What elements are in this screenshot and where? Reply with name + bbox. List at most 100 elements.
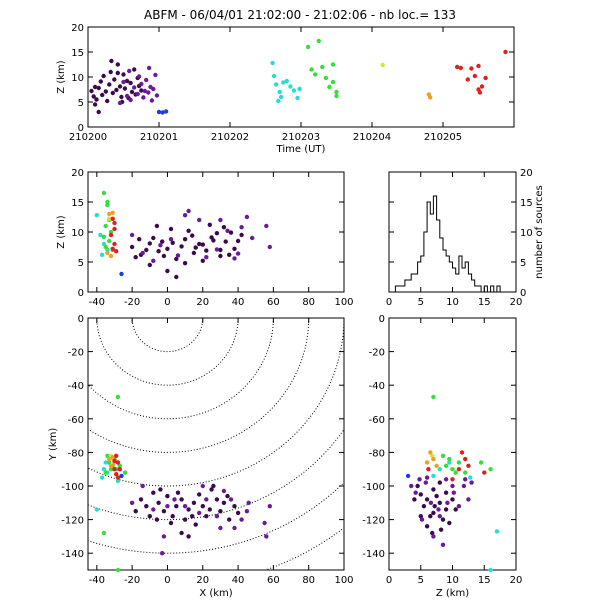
- source-point: [129, 232, 135, 238]
- y-tick-label: 0: [78, 314, 84, 325]
- source-point: [430, 453, 435, 458]
- y-tick-label: 5: [78, 98, 84, 109]
- source-point: [174, 256, 179, 262]
- y-tick-label: 10: [71, 73, 84, 84]
- source-point: [437, 500, 442, 505]
- source-point: [153, 72, 158, 78]
- range-ring: [88, 481, 344, 554]
- source-point: [428, 500, 434, 505]
- source-point: [160, 110, 165, 115]
- source-point: [115, 567, 121, 573]
- source-point: [413, 490, 418, 495]
- y-tick-label: 0: [78, 123, 84, 134]
- y-tick-label: -60: [369, 415, 385, 426]
- source-point: [151, 258, 156, 263]
- source-point: [151, 507, 156, 512]
- source-point: [182, 213, 188, 218]
- source-point: [144, 504, 149, 509]
- source-point: [139, 88, 144, 93]
- panel-x-y: -40 -20 0 20 40 60 80 100 -140 -120 -100 -80 -60 -40 -…: [48, 314, 354, 599]
- source-point: [179, 244, 184, 249]
- source-point: [108, 69, 113, 75]
- range-ring: [88, 318, 310, 453]
- source-point: [101, 467, 107, 472]
- source-point: [277, 89, 282, 95]
- source-point: [204, 514, 209, 519]
- source-point: [244, 509, 250, 514]
- source-point: [110, 90, 116, 96]
- source-point: [309, 67, 314, 72]
- source-point: [151, 86, 156, 92]
- source-point: [94, 507, 100, 512]
- source-point: [94, 97, 99, 102]
- source-point: [179, 530, 184, 536]
- source-point: [443, 507, 449, 512]
- x-tick-label: -20: [124, 575, 140, 586]
- x-tick-label: 0: [386, 575, 392, 586]
- source-point: [122, 470, 128, 475]
- source-point: [232, 525, 237, 531]
- source-point: [119, 94, 124, 100]
- source-point: [412, 497, 417, 502]
- source-point: [297, 86, 302, 92]
- source-point: [450, 483, 455, 489]
- source-point: [147, 241, 152, 246]
- source-point: [107, 211, 112, 217]
- source-point: [107, 238, 112, 244]
- source-point: [207, 507, 212, 512]
- source-point: [214, 497, 220, 502]
- source-point: [447, 520, 452, 526]
- source-point: [469, 480, 474, 485]
- x-tick-label: 210203: [282, 132, 320, 143]
- source-point: [421, 504, 427, 509]
- source-point: [105, 453, 110, 458]
- source-point: [186, 208, 191, 214]
- source-point: [431, 394, 436, 400]
- range-rings: [88, 318, 344, 570]
- y-tick-label: -120: [61, 516, 84, 527]
- source-point: [239, 232, 244, 238]
- source-point: [161, 253, 167, 259]
- source-point: [156, 109, 162, 115]
- source-point: [103, 89, 109, 94]
- source-point: [273, 82, 279, 87]
- source-point: [142, 88, 147, 94]
- source-point: [114, 472, 119, 477]
- source-point: [479, 84, 485, 89]
- source-point: [443, 477, 449, 482]
- range-ring: [88, 428, 344, 521]
- source-point: [415, 483, 420, 489]
- source-point: [186, 507, 191, 512]
- source-point: [115, 70, 121, 76]
- source-point: [109, 58, 114, 64]
- y-axis-label: Z (km): [56, 60, 67, 93]
- source-point: [112, 77, 117, 82]
- source-point: [313, 72, 318, 77]
- x-tick-label: 80: [302, 297, 315, 308]
- source-point: [197, 492, 202, 497]
- y-tick-label: -60: [68, 415, 84, 426]
- source-point: [89, 88, 94, 94]
- histogram-frame: [388, 171, 517, 293]
- source-point: [98, 232, 103, 238]
- source-point: [428, 95, 433, 100]
- source-point: [160, 551, 165, 556]
- x-tick-label: 210201: [140, 132, 178, 143]
- source-point: [146, 65, 152, 71]
- source-point: [132, 67, 137, 72]
- source-point: [154, 93, 160, 98]
- source-point: [137, 237, 142, 242]
- source-point: [122, 86, 128, 91]
- source-point: [121, 72, 126, 77]
- x-tick-label: 20: [510, 297, 523, 308]
- source-point: [434, 463, 439, 468]
- y-tick-label: 0: [379, 314, 385, 325]
- source-point: [409, 483, 414, 489]
- source-point: [144, 247, 149, 253]
- source-point: [207, 222, 212, 227]
- source-point: [483, 75, 488, 81]
- source-point: [437, 514, 442, 519]
- source-point: [461, 483, 467, 489]
